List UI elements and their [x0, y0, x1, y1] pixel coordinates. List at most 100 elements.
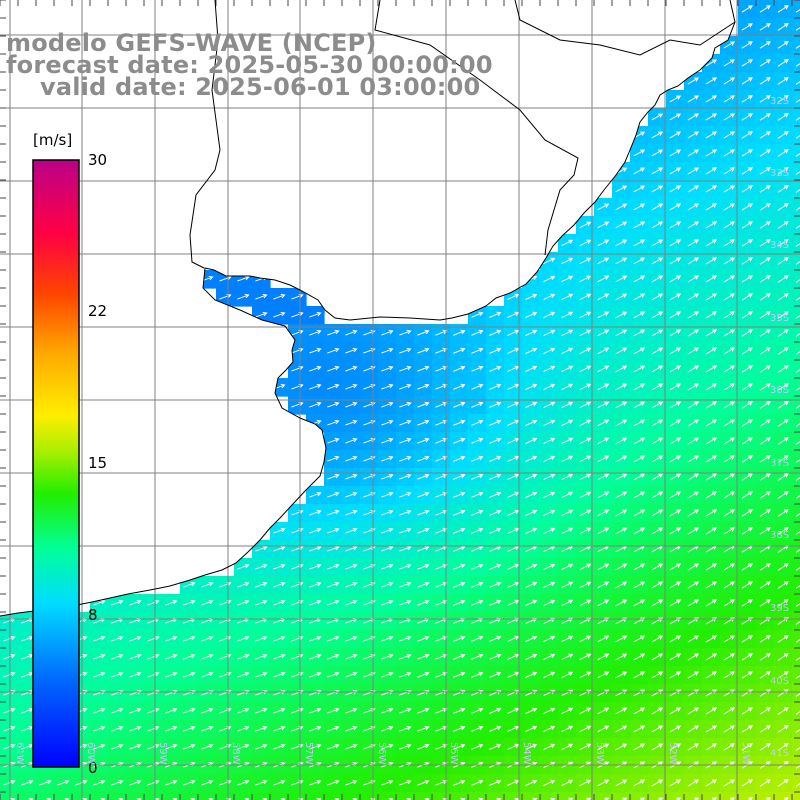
wind-arrow: [255, 293, 268, 300]
wind-arrow: [795, 729, 800, 733]
wind-arrow: [399, 563, 412, 570]
wind-arrow: [723, 293, 736, 301]
wind-arrow: [561, 527, 574, 535]
wind-arrow: [345, 725, 358, 732]
wind-arrow: [453, 689, 466, 696]
wind-speed-cell: [792, 432, 800, 451]
wind-arrow: [3, 653, 16, 660]
wind-arrow: [633, 347, 646, 355]
wind-arrow: [777, 491, 789, 499]
wind-arrow: [597, 239, 610, 247]
wind-arrow: [327, 401, 340, 408]
wind-arrow: [777, 203, 789, 211]
lat-label-38s: 38S: [770, 530, 790, 541]
wind-speed-cell: [792, 594, 800, 613]
wind-arrow: [633, 239, 646, 247]
wind-arrow: [777, 167, 789, 175]
wind-arrow: [741, 365, 753, 373]
wind-speed-cell: [792, 18, 800, 37]
wind-speed-cell: [36, 792, 55, 800]
wind-arrow: [381, 707, 394, 714]
wind-arrow: [489, 401, 502, 408]
wind-arrow: [471, 725, 484, 732]
wind-arrow: [507, 779, 520, 786]
wind-arrow: [759, 257, 771, 265]
wind-arrow: [765, 797, 771, 800]
wind-arrow: [759, 581, 771, 589]
wind-arrow: [795, 27, 800, 31]
wind-arrow: [615, 509, 628, 517]
wind-speed-cell: [792, 306, 800, 325]
lon-label-58w: 58W: [230, 742, 241, 765]
wind-arrow: [723, 185, 736, 193]
lat-label-40s: 40S: [770, 676, 790, 687]
wind-speed-cell: [324, 792, 343, 800]
wind-arrow: [561, 689, 574, 697]
wind-arrow: [561, 383, 574, 391]
wind-arrow: [309, 491, 322, 498]
wind-arrow: [273, 527, 286, 534]
wind-arrow: [777, 41, 789, 49]
wind-arrow: [669, 725, 682, 733]
wind-arrow: [669, 491, 682, 499]
wind-arrow: [435, 329, 448, 336]
wind-arrow: [651, 581, 664, 589]
wind-arrow: [561, 599, 574, 607]
wind-arrow: [669, 131, 682, 139]
wind-arrow: [795, 621, 800, 625]
wind-arrow: [489, 383, 502, 390]
wind-arrow: [651, 167, 664, 175]
wind-speed-cell: [792, 378, 800, 397]
wind-arrow: [453, 347, 466, 354]
wind-arrow: [759, 635, 771, 643]
wind-arrow: [471, 419, 484, 426]
wind-arrow: [525, 473, 538, 480]
wind-arrow: [759, 311, 771, 319]
wind-arrow: [597, 491, 610, 499]
wind-speed-cell: [72, 792, 91, 800]
border-line: [514, 0, 736, 56]
wind-arrow: [147, 725, 160, 732]
wind-arrow: [795, 693, 800, 697]
wind-speed-cell: [792, 198, 800, 217]
wind-arrow: [460, 797, 466, 800]
wind-arrow: [687, 671, 700, 679]
wind-arrow: [723, 509, 736, 517]
wind-arrow: [345, 653, 358, 660]
wind-arrow: [579, 689, 592, 697]
wind-arrow: [507, 563, 520, 570]
wind-speed-cell: [792, 414, 800, 433]
wind-arrow: [543, 599, 556, 607]
wind-arrow: [417, 599, 430, 606]
wind-arrow: [687, 563, 700, 571]
wind-arrow: [3, 779, 16, 786]
wind-arrow: [669, 113, 682, 121]
wind-arrow: [705, 347, 718, 355]
wind-arrow: [453, 527, 466, 534]
wind-speed-cell: [162, 792, 181, 800]
wind-arrow: [327, 347, 340, 354]
wind-arrow: [327, 437, 340, 444]
wind-arrow: [723, 203, 736, 211]
wind-arrow: [579, 743, 592, 751]
wind-arrow: [687, 347, 700, 355]
wind-arrow: [507, 707, 520, 714]
wind-arrow: [561, 491, 574, 499]
wind-speed-cell: [396, 792, 415, 800]
wind-arrow: [417, 563, 430, 570]
wind-arrow: [345, 563, 358, 570]
wind-arrow: [723, 653, 736, 661]
wind-arrow: [435, 455, 448, 462]
wind-arrow: [147, 779, 160, 786]
wind-arrow: [489, 527, 502, 534]
lat-label-34s: 34S: [770, 240, 790, 251]
wind-arrow: [687, 401, 700, 409]
wind-arrow: [705, 401, 718, 409]
wind-arrow: [489, 347, 502, 354]
wind-arrow: [543, 527, 556, 535]
wind-arrow: [615, 527, 628, 535]
wind-arrow: [669, 707, 682, 715]
wind-arrow: [507, 311, 520, 318]
wind-arrow: [507, 347, 520, 354]
wind-arrow: [741, 455, 753, 463]
